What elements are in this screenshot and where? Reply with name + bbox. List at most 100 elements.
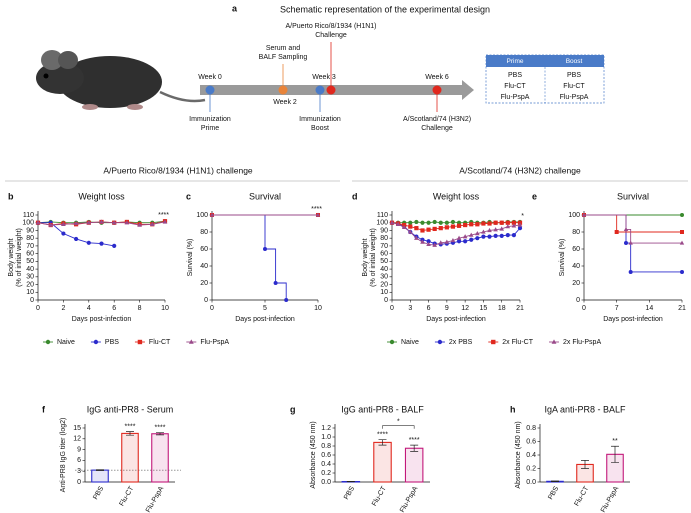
table-cell: PBS [508, 72, 522, 79]
event-label: BALF Sampling [259, 54, 308, 61]
error-bar [581, 460, 589, 469]
panel-label: f [42, 404, 46, 414]
marker [463, 222, 468, 228]
table-header: Boost [566, 58, 583, 65]
event-label: A/Puerto Rico/8/1934 (H1N1) [285, 23, 376, 30]
marker [437, 339, 443, 345]
y-tick-label: 50 [380, 258, 388, 265]
bar [373, 441, 392, 483]
y-tick-label: 0 [204, 297, 208, 304]
error-bar [410, 444, 419, 452]
marker [628, 240, 633, 245]
y-tick-label: 100 [22, 220, 34, 227]
marker [469, 237, 474, 242]
marker [273, 281, 278, 285]
y-tick-label: 90 [26, 227, 34, 234]
x-tick-label: 3 [408, 305, 412, 312]
series-line [391, 222, 520, 231]
significance: **** [155, 425, 166, 432]
marker [481, 221, 486, 226]
x-tick-label: Flu-CT [119, 485, 136, 508]
marker [680, 230, 684, 234]
panel-label: h [510, 404, 516, 414]
error-bar [551, 480, 559, 483]
y-tick-label: 40 [26, 266, 34, 273]
table-cell: Flu-CT [563, 83, 585, 90]
marker [86, 220, 92, 225]
x-tick-label: Flu-PspA [399, 485, 420, 513]
marker [420, 239, 425, 244]
significance: **** [409, 437, 420, 444]
x-tick-label: 15 [480, 305, 488, 312]
marker [468, 232, 474, 237]
significance: **** [125, 423, 136, 430]
error-bar [126, 431, 134, 436]
chart-title: IgA anti-PR8 - BALF [544, 404, 626, 414]
marker [505, 224, 511, 229]
significance: **** [311, 206, 322, 213]
marker [209, 212, 215, 217]
x-tick-label: 21 [516, 305, 524, 312]
x-tick-label: PBS [92, 485, 105, 501]
significance: ** [612, 438, 618, 445]
y-tick-label: 3 [77, 468, 81, 475]
x-tick-label: 9 [445, 305, 449, 312]
y-tick-label: 0 [576, 297, 580, 304]
event-label: Challenge [315, 32, 347, 39]
marker [86, 240, 91, 245]
marker [614, 230, 619, 234]
schematic-title: Schematic representation of the experime… [280, 4, 490, 14]
marker [162, 219, 168, 224]
x-tick-label: 8 [138, 305, 142, 312]
marker [61, 221, 66, 226]
table-cell: PBS [567, 72, 581, 79]
y-tick-label: 1.2 [321, 425, 331, 432]
y-tick-label: 0.0 [526, 479, 536, 486]
y-tick-label: 0.2 [321, 470, 331, 477]
marker [111, 220, 117, 225]
chart-title: IgG anti-PR8 - BALF [341, 404, 424, 414]
marker [61, 231, 66, 236]
marker [517, 226, 523, 231]
x-tick-label: Flu-CT [574, 485, 591, 508]
marker [414, 226, 419, 231]
y-tick-label: 6 [77, 457, 81, 464]
marker [432, 226, 437, 232]
event-label: Immunization [299, 116, 341, 123]
marker [315, 212, 321, 217]
series-line [212, 214, 287, 300]
event-label: Serum and [266, 45, 300, 52]
x-tick-label: 18 [498, 305, 506, 312]
timeline [200, 42, 474, 112]
panel-label: d [352, 191, 358, 201]
legend-label: Naive [401, 339, 419, 346]
x-tick-label: 0 [210, 305, 214, 312]
marker [450, 224, 456, 229]
marker [493, 227, 498, 232]
bar [91, 469, 109, 483]
y-tick-label: 0 [30, 297, 34, 304]
marker [493, 220, 498, 225]
marker [389, 339, 395, 345]
week-label: Week 6 [425, 74, 449, 81]
panel-label: a [232, 3, 238, 13]
chart-title: Survival [617, 191, 649, 201]
y-axis-label: Absorbance (450 nm) [515, 421, 522, 488]
y-tick-label: 70 [26, 243, 34, 250]
x-tick-label: 7 [615, 305, 619, 312]
y-axis-label: Survival (%) [559, 239, 566, 277]
marker [420, 220, 425, 225]
legend-label: Flu-CT [149, 339, 171, 346]
chart-title: Weight loss [433, 191, 480, 201]
x-tick-label: 10 [161, 305, 169, 312]
marker [628, 269, 633, 274]
marker [487, 227, 492, 233]
marker [475, 236, 480, 241]
y-tick-label: 20 [26, 281, 34, 288]
week-label: Week 2 [273, 99, 297, 106]
y-tick-label: 20 [572, 280, 580, 287]
bar [121, 432, 139, 483]
y-tick-label: 40 [380, 266, 388, 273]
marker [438, 226, 443, 231]
marker [408, 220, 413, 225]
